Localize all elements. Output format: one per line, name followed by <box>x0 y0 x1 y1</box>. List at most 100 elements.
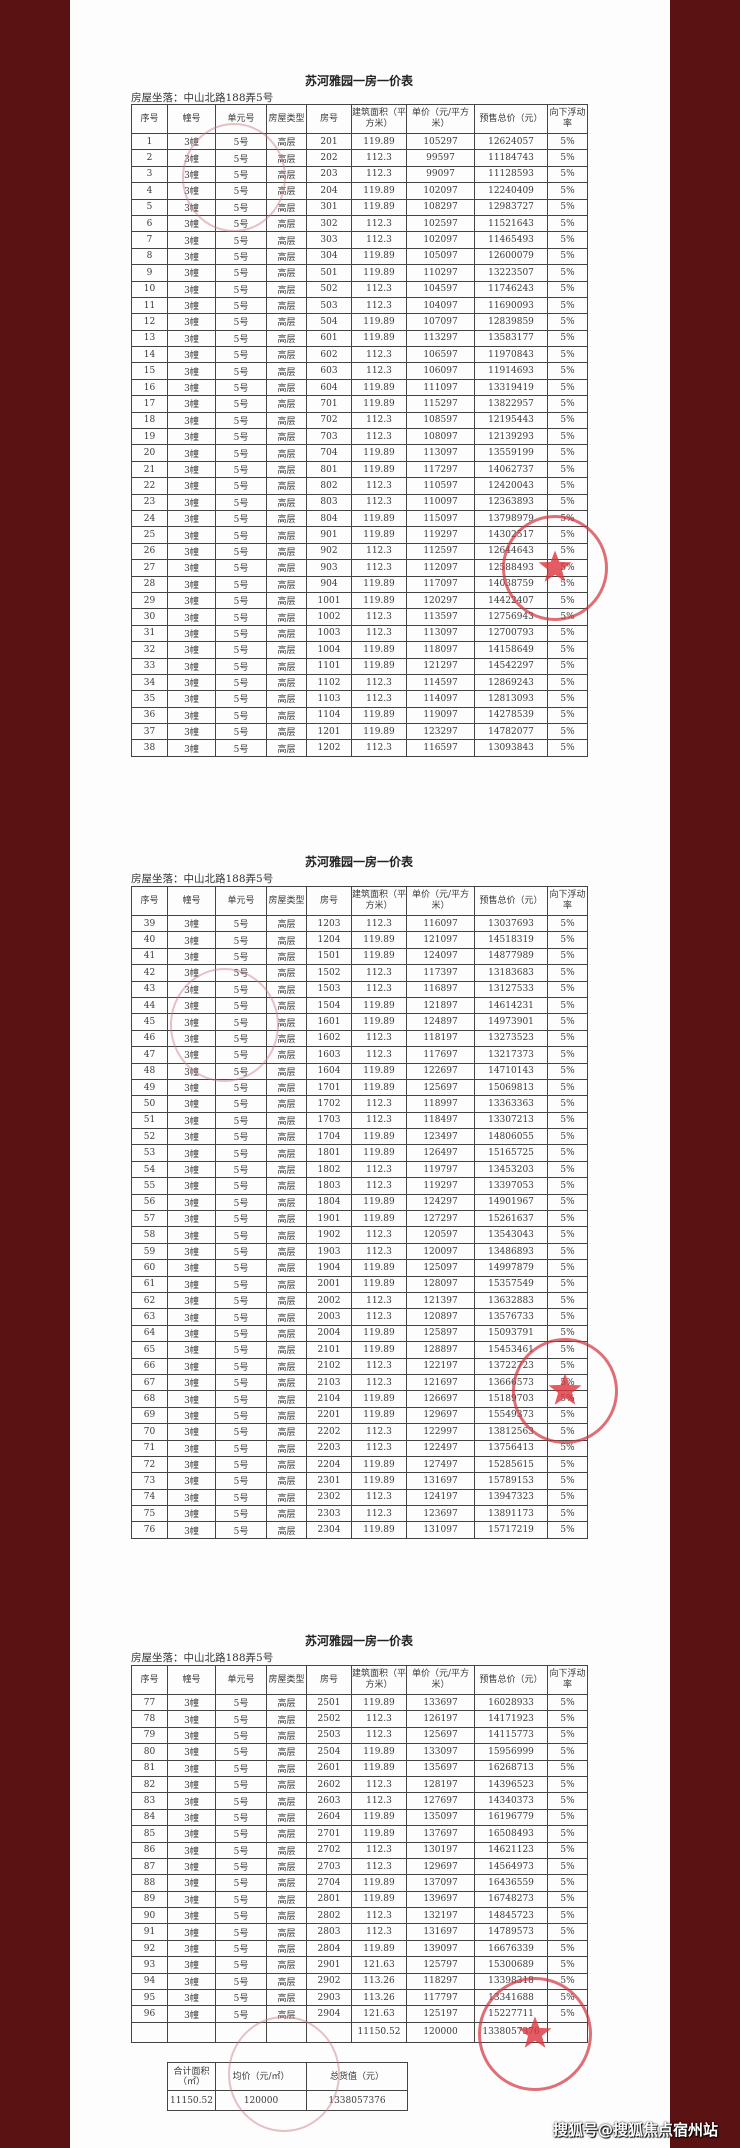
cell-room: 502 <box>306 280 352 298</box>
cell-seq: 47 <box>131 1046 168 1064</box>
cell-unit-price: 102097 <box>406 182 475 200</box>
cell-type: 高层 <box>266 657 307 675</box>
cell-unit-price: 122697 <box>406 1062 475 1080</box>
cell-unit: 5号 <box>215 444 267 462</box>
cell-type: 高层 <box>266 1210 307 1228</box>
cell-float-rate: 5% <box>547 444 588 462</box>
cell-unit: 5号 <box>215 1521 267 1539</box>
table-row: 78 3幢 5号 高层 2502 112.3 126197 14171923 5% <box>131 1710 588 1728</box>
cell-room: 2202 <box>306 1423 352 1441</box>
cell-room: 2501 <box>306 1693 352 1712</box>
cell-building: 3幢 <box>167 641 216 659</box>
table-row: 91 3幢 5号 高层 2803 112.3 131697 14789573 5% <box>131 1923 588 1941</box>
cell-unit: 5号 <box>215 231 267 249</box>
table-row: 15 3幢 5号 高层 603 112.3 106097 11914693 5% <box>131 362 588 380</box>
cell-type: 高层 <box>266 1291 307 1310</box>
cell-building: 3幢 <box>167 1472 216 1490</box>
cell-building: 3幢 <box>167 723 216 741</box>
cell-float-rate: 5% <box>547 1357 588 1375</box>
cell-unit-price: 118097 <box>406 641 475 659</box>
cell-total-price: 13453203 <box>474 1160 548 1179</box>
cell-building: 3幢 <box>167 1029 216 1048</box>
cell-float-rate: 5% <box>547 247 588 266</box>
table-row: 37 3幢 5号 高层 1201 119.89 123297 14782077 5% <box>131 723 588 741</box>
cell-unit-price: 139697 <box>406 1890 475 1909</box>
cell-area: 112.3 <box>351 608 407 626</box>
cell-unit: 5号 <box>215 1373 267 1392</box>
cell-area: 112.3 <box>351 914 407 933</box>
cell-seq: 60 <box>131 1259 168 1277</box>
cell-type: 高层 <box>266 1144 307 1162</box>
cell-area: 112.3 <box>351 980 407 998</box>
cell-unit-price: 137097 <box>406 1874 475 1892</box>
cell-type: 高层 <box>266 1242 307 1261</box>
cell-building: 3幢 <box>167 378 216 397</box>
cell-unit: 5号 <box>215 1308 267 1326</box>
table-row: 31 3幢 5号 高层 1003 112.3 113097 12700793 5% <box>131 624 588 643</box>
column-header-room: 房号 <box>306 1665 352 1695</box>
cell-room: 2904 <box>306 2005 352 2023</box>
cell-unit-price: 106097 <box>406 362 475 380</box>
cell-float-rate: 5% <box>547 1841 588 1859</box>
cell-room: 1503 <box>306 980 352 998</box>
cell-room: 2701 <box>306 1825 352 1843</box>
cell-area: 119.89 <box>351 706 407 725</box>
cell-float-rate: 5% <box>547 1505 588 1523</box>
cell-type: 高层 <box>266 411 307 430</box>
cell-unit: 5号 <box>215 329 267 348</box>
cell-building: 3幢 <box>167 1521 216 1539</box>
cell-room: 2703 <box>306 1857 352 1876</box>
table-row: 19 3幢 5号 高层 703 112.3 108097 12139293 5% <box>131 428 588 446</box>
cell-float-rate: 5% <box>547 1062 588 1080</box>
cell-unit: 5号 <box>215 1792 267 1810</box>
cell-unit: 5号 <box>215 706 267 725</box>
cell-area: 112.3 <box>351 280 407 298</box>
cell-area: 119.89 <box>351 1406 407 1425</box>
cell-room: 2002 <box>306 1291 352 1310</box>
cell-seq: 21 <box>131 460 168 479</box>
cell-unit-price: 131097 <box>406 1521 475 1539</box>
cell-building: 3幢 <box>167 1308 216 1326</box>
cell-total-price: 12600079 <box>474 247 548 266</box>
cell-total-price: 15300689 <box>474 1956 548 1974</box>
cell-float-rate: 5% <box>547 313 588 331</box>
cell-float-rate: 5% <box>547 1808 588 1827</box>
cell-room: 302 <box>306 214 352 233</box>
cell-total-price: 13341688 <box>474 1989 548 2007</box>
table-row: 82 3幢 5号 高层 2602 112.3 128197 14396523 5% <box>131 1775 588 1794</box>
cell-seq: 11 <box>131 296 168 315</box>
cell-room: 1701 <box>306 1078 352 1097</box>
cell-building: 3幢 <box>167 231 216 249</box>
cell-seq: 59 <box>131 1242 168 1261</box>
cell-building: 3幢 <box>167 509 216 528</box>
cell-unit: 5号 <box>215 182 267 200</box>
cell-total-price: 12869243 <box>474 673 548 692</box>
cell-type: 高层 <box>266 739 307 757</box>
table-row: 6 3幢 5号 高层 302 112.3 102597 11521643 5% <box>131 214 588 233</box>
cell-area: 112.3 <box>351 673 407 692</box>
cell-unit: 5号 <box>215 1775 267 1794</box>
cell-unit: 5号 <box>215 690 267 708</box>
cell-seq: 80 <box>131 1743 168 1761</box>
cell-building: 3幢 <box>167 1357 216 1375</box>
table-row: 23 3幢 5号 高层 803 112.3 110097 12363893 5% <box>131 493 588 511</box>
cell-float-rate: 5% <box>547 931 588 949</box>
cell-area: 119.89 <box>351 1939 407 1958</box>
cell-area: 119.89 <box>351 1759 407 1777</box>
cell-unit: 5号 <box>215 1291 267 1310</box>
cell-area: 112.3 <box>351 346 407 364</box>
cell-building: 3幢 <box>167 739 216 757</box>
cell-float-rate: 5% <box>547 1693 588 1712</box>
cell-room: 2103 <box>306 1373 352 1392</box>
cell-total-price: 11746243 <box>474 280 548 298</box>
cell-unit: 5号 <box>215 1693 267 1712</box>
cell-seq: 34 <box>131 673 168 692</box>
cell-seq: 37 <box>131 723 168 741</box>
cell-building: 3幢 <box>167 706 216 725</box>
table-row: 70 3幢 5号 高层 2202 112.3 122997 13812563 5% <box>131 1423 588 1441</box>
table-row: 95 3幢 5号 高层 2903 113.26 117797 13341688 5% <box>131 1989 588 2007</box>
cell-area: 112.3 <box>351 1242 407 1261</box>
cell-building: 3幢 <box>167 149 216 167</box>
cell-float-rate: 5% <box>547 1455 588 1474</box>
cell-unit: 5号 <box>215 608 267 626</box>
